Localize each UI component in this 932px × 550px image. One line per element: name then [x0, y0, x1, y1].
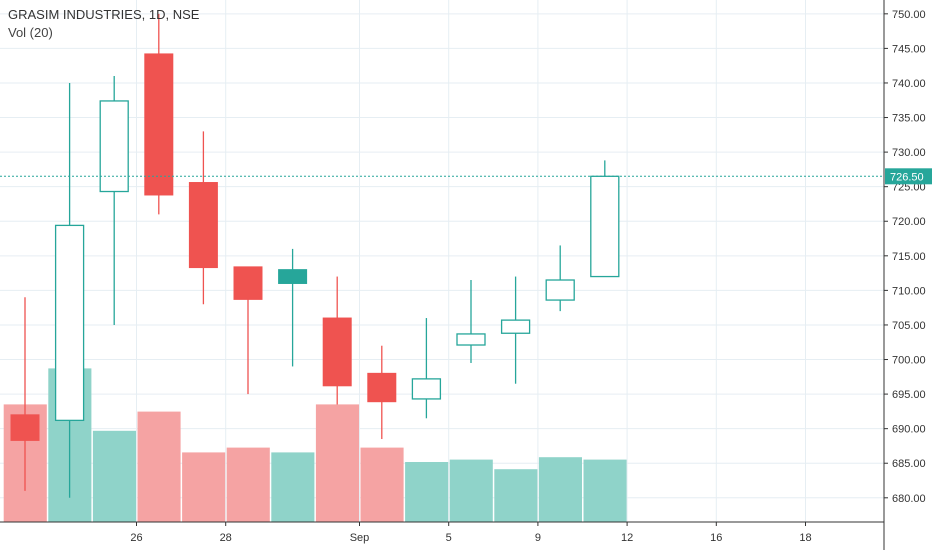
candle-body	[545, 279, 575, 301]
price-tick-label: 690.00	[892, 424, 926, 436]
price-tick-label: 720.00	[892, 216, 926, 228]
volume-bar	[538, 457, 582, 522]
price-tick-label: 725.00	[892, 182, 926, 194]
price-tick-label: 710.00	[892, 285, 926, 297]
time-tick-label: Sep	[350, 532, 370, 544]
volume-bar	[315, 404, 359, 522]
candle-body	[54, 224, 85, 422]
price-tick-label: 750.00	[892, 9, 926, 21]
candle-body	[500, 319, 531, 334]
volume-bar	[182, 452, 226, 522]
candle-body	[278, 269, 308, 284]
volume-bar	[271, 452, 315, 522]
price-tick-label: 745.00	[892, 43, 926, 55]
candle-body	[233, 266, 263, 300]
candle-body	[456, 333, 486, 346]
time-axis[interactable]: 26 28 Sep 5 9 12 16 18	[0, 521, 884, 544]
candles	[10, 13, 620, 498]
volume-bar	[360, 447, 404, 522]
volume-bar	[449, 459, 493, 522]
volume-bar	[226, 447, 270, 522]
time-tick-label: 9	[535, 532, 541, 544]
last-price-label: 726.50	[890, 171, 924, 183]
volume-bar	[92, 430, 136, 522]
price-tick-label: 715.00	[892, 251, 926, 263]
price-tick-label: 705.00	[892, 320, 926, 332]
chart-legend: GRASIM INDUSTRIES, 1D, NSE Vol (20)	[8, 6, 199, 42]
time-tick-label: 5	[446, 532, 452, 544]
volume-bar	[137, 411, 181, 522]
candle-body	[411, 378, 442, 400]
candle-body	[590, 175, 620, 278]
time-tick-label: 18	[799, 532, 811, 544]
volume-bars	[3, 368, 627, 522]
candle-body	[99, 100, 129, 193]
price-tick-label: 700.00	[892, 355, 926, 367]
candle-body	[10, 414, 40, 441]
price-axis[interactable]: 680.00 685.00 690.00 695.00 700.00 705.00 710.…	[883, 0, 932, 550]
price-tick-label: 735.00	[892, 113, 926, 125]
price-tick-label: 740.00	[892, 78, 926, 90]
volume-bar	[494, 469, 538, 522]
candle-body	[367, 372, 397, 403]
price-tick-label: 680.00	[892, 493, 926, 505]
candle-body	[144, 53, 174, 196]
volume-bar	[583, 459, 627, 522]
price-tick-label: 685.00	[892, 458, 926, 470]
price-tick-label: 695.00	[892, 389, 926, 401]
time-tick-label: 12	[621, 532, 633, 544]
time-tick-label: 28	[220, 532, 232, 544]
symbol-title[interactable]: GRASIM INDUSTRIES, 1D, NSE	[8, 7, 200, 22]
volume-bar	[405, 462, 449, 522]
time-tick-label: 26	[130, 532, 142, 544]
time-tick-label: 16	[710, 532, 722, 544]
candle-body	[322, 317, 352, 387]
last-price-badge	[885, 168, 932, 185]
candle-body	[188, 182, 218, 269]
price-tick-label: 730.00	[892, 147, 926, 159]
volume-indicator-label[interactable]: Vol (20)	[8, 25, 53, 40]
